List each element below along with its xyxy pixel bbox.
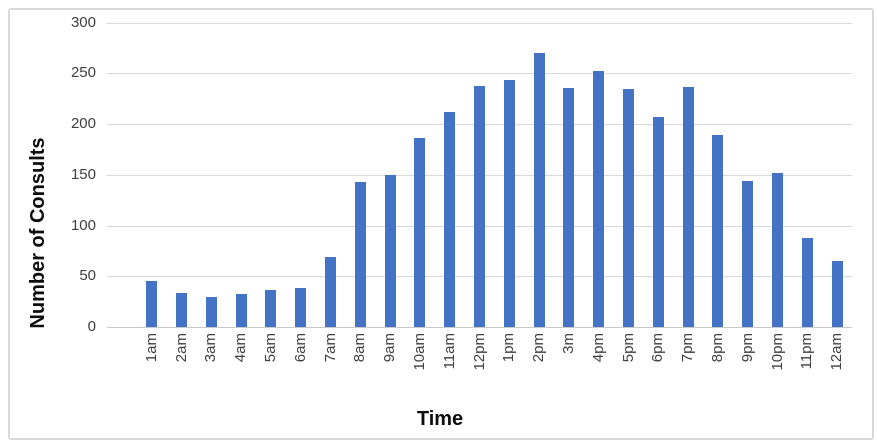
bar-3am — [205, 296, 217, 327]
bar-8pm — [712, 135, 724, 327]
bar-9am — [384, 174, 396, 327]
bar-10pm — [772, 172, 783, 327]
bar-7pm — [682, 86, 694, 327]
x-tick-label-5am: 5am — [261, 333, 279, 363]
x-tick-label-6am: 6am — [291, 333, 309, 363]
bar-5am — [265, 290, 277, 327]
bar-12pm — [474, 85, 485, 327]
bar-12am — [831, 261, 843, 327]
y-tick-label: 250 — [70, 64, 96, 82]
bar-8am — [354, 181, 366, 327]
bar-9pm — [742, 180, 754, 327]
gridline — [107, 73, 852, 75]
x-tick-label-3am: 3am — [202, 333, 220, 363]
x-tick-label-9pm: 9pm — [738, 333, 756, 363]
bar-1pm — [503, 79, 515, 327]
x-tick-label-6pm: 6pm — [649, 333, 667, 363]
bar-5pm — [623, 88, 634, 327]
x-tick-label-1am: 1am — [142, 333, 160, 363]
bar-4am — [235, 293, 247, 327]
chart-frame — [8, 8, 874, 440]
y-tick-label: 50 — [79, 267, 96, 285]
x-tick-label-4pm: 4pm — [589, 333, 607, 363]
bar-7am — [325, 257, 336, 327]
x-tick-label-2am: 2am — [172, 333, 190, 363]
x-tick-label-11am: 11am — [440, 333, 458, 370]
x-tick-label-1pm: 1pm — [500, 333, 518, 363]
x-tick-label-7am: 7am — [321, 333, 339, 363]
y-tick-label: 0 — [87, 318, 96, 335]
x-tick-label-10am: 10am — [410, 333, 428, 371]
bar-11am — [444, 111, 456, 327]
bar-6pm — [652, 117, 664, 327]
bar-3m — [563, 87, 575, 327]
bar-11pm — [801, 237, 813, 327]
bar-2pm — [533, 53, 545, 327]
gridline — [107, 22, 852, 24]
bar-4pm — [593, 71, 605, 327]
bar-6am — [295, 288, 307, 327]
bar-1am — [146, 281, 158, 327]
bar-2am — [176, 292, 187, 327]
x-tick-label-11pm: 11pm — [798, 333, 816, 370]
x-tick-label-7pm: 7pm — [679, 333, 697, 363]
x-axis-title: Time — [416, 408, 464, 430]
x-tick-label-10pm: 10pm — [768, 333, 786, 371]
x-tick-label-2pm: 2pm — [530, 333, 548, 363]
bar-10am — [414, 138, 426, 327]
y-tick-label: 150 — [70, 165, 96, 183]
x-tick-label-4am: 4am — [232, 333, 250, 363]
y-tick-label: 200 — [70, 115, 96, 133]
x-tick-label-12pm: 12pm — [470, 333, 488, 371]
x-axis-line — [107, 327, 852, 328]
x-tick-label-3m: 3m — [559, 333, 577, 354]
y-tick-label: 300 — [70, 13, 96, 31]
x-tick-label-8pm: 8pm — [708, 333, 726, 363]
y-tick-label: 100 — [70, 216, 96, 234]
x-tick-label-12am: 12am — [828, 333, 846, 371]
x-tick-label-9am: 9am — [381, 333, 399, 363]
x-tick-label-8am: 8am — [351, 333, 369, 363]
x-tick-label-5pm: 5pm — [619, 333, 637, 363]
